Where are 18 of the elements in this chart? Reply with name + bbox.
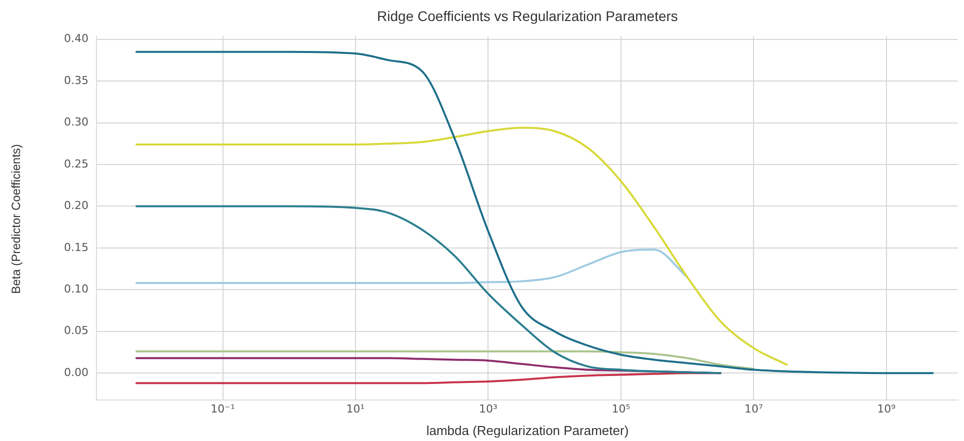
y-tick-label: 0.05 — [64, 324, 88, 338]
y-tick-label: 0.20 — [64, 199, 88, 212]
x-axis-title: lambda (Regularization Parameter) — [425, 423, 630, 438]
y-tick-label: 0.10 — [64, 282, 88, 296]
y-tick-label: 0.40 — [64, 32, 88, 46]
x-tick-label: 10¹ — [346, 402, 365, 416]
x-tick-label: 10³ — [479, 402, 498, 416]
y-tick-label: 0.30 — [64, 116, 88, 129]
y-tick-label: 0.00 — [64, 366, 88, 379]
chart-title: Ridge Coefficients vs Regularization Parameters — [376, 8, 679, 24]
x-tick-label: 10⁻¹ — [210, 402, 235, 416]
x-tick-label: 10⁹ — [877, 402, 896, 416]
y-tick-label: 0.25 — [64, 157, 88, 170]
x-tick-label: 10⁷ — [744, 402, 763, 416]
y-tick-label: 0.15 — [64, 240, 88, 254]
y-tick-label: 0.35 — [64, 74, 88, 87]
x-tick-label: 10⁵ — [612, 402, 630, 416]
y-axis-title: Beta (Predictor Coefficients) — [9, 144, 23, 294]
